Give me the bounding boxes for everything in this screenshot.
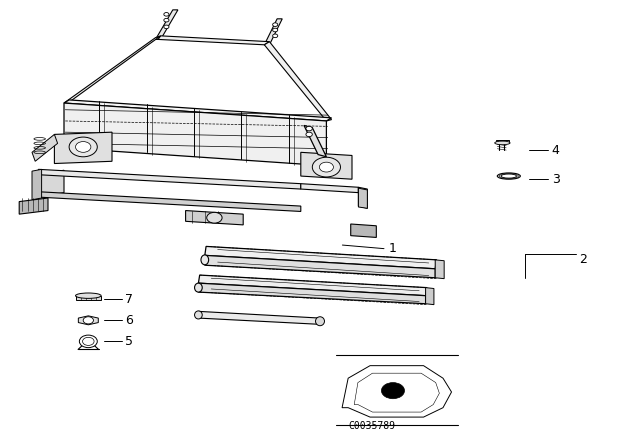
Polygon shape <box>435 260 444 279</box>
Text: 1: 1 <box>389 242 397 255</box>
Polygon shape <box>301 184 358 193</box>
Polygon shape <box>198 283 426 304</box>
Text: 2: 2 <box>579 253 587 267</box>
Circle shape <box>79 335 97 348</box>
Ellipse shape <box>195 283 202 292</box>
Ellipse shape <box>495 141 510 145</box>
Circle shape <box>306 126 312 131</box>
Polygon shape <box>342 366 452 417</box>
Circle shape <box>76 142 91 152</box>
Polygon shape <box>426 288 434 305</box>
Ellipse shape <box>316 317 324 326</box>
Ellipse shape <box>195 311 202 319</box>
Circle shape <box>312 157 340 177</box>
Polygon shape <box>198 311 320 324</box>
Polygon shape <box>19 198 48 214</box>
Circle shape <box>273 34 278 38</box>
Polygon shape <box>64 100 332 121</box>
Polygon shape <box>205 246 436 269</box>
Polygon shape <box>38 192 301 211</box>
Text: 4: 4 <box>552 143 559 157</box>
Circle shape <box>273 23 278 26</box>
Polygon shape <box>304 125 326 157</box>
Text: C0035789: C0035789 <box>349 421 396 431</box>
Circle shape <box>381 383 404 399</box>
Circle shape <box>69 137 97 157</box>
Circle shape <box>164 25 169 29</box>
Polygon shape <box>496 140 509 143</box>
Polygon shape <box>351 224 376 237</box>
Polygon shape <box>156 10 178 39</box>
Polygon shape <box>186 211 243 225</box>
Polygon shape <box>264 19 282 45</box>
Polygon shape <box>76 296 101 300</box>
Polygon shape <box>54 132 112 164</box>
Polygon shape <box>32 169 42 200</box>
Polygon shape <box>64 103 326 166</box>
Ellipse shape <box>76 293 101 298</box>
Circle shape <box>164 18 169 22</box>
Ellipse shape <box>497 173 520 179</box>
Polygon shape <box>78 316 99 325</box>
Polygon shape <box>358 187 367 208</box>
Circle shape <box>164 13 169 16</box>
Polygon shape <box>205 255 435 278</box>
Circle shape <box>83 317 93 324</box>
Circle shape <box>273 28 278 32</box>
Polygon shape <box>301 152 352 179</box>
Circle shape <box>319 162 333 172</box>
Circle shape <box>306 132 312 137</box>
Polygon shape <box>64 36 161 103</box>
Ellipse shape <box>201 255 209 265</box>
Text: 5: 5 <box>125 335 133 348</box>
Polygon shape <box>198 275 427 296</box>
Text: 7: 7 <box>125 293 133 306</box>
Ellipse shape <box>501 174 516 178</box>
Circle shape <box>83 337 94 345</box>
Polygon shape <box>38 169 301 189</box>
Polygon shape <box>358 188 367 208</box>
Text: 3: 3 <box>552 172 559 186</box>
Polygon shape <box>32 134 58 161</box>
Polygon shape <box>264 42 332 121</box>
Circle shape <box>207 212 222 223</box>
Polygon shape <box>38 170 64 197</box>
Text: 6: 6 <box>125 314 132 327</box>
Polygon shape <box>158 36 269 45</box>
